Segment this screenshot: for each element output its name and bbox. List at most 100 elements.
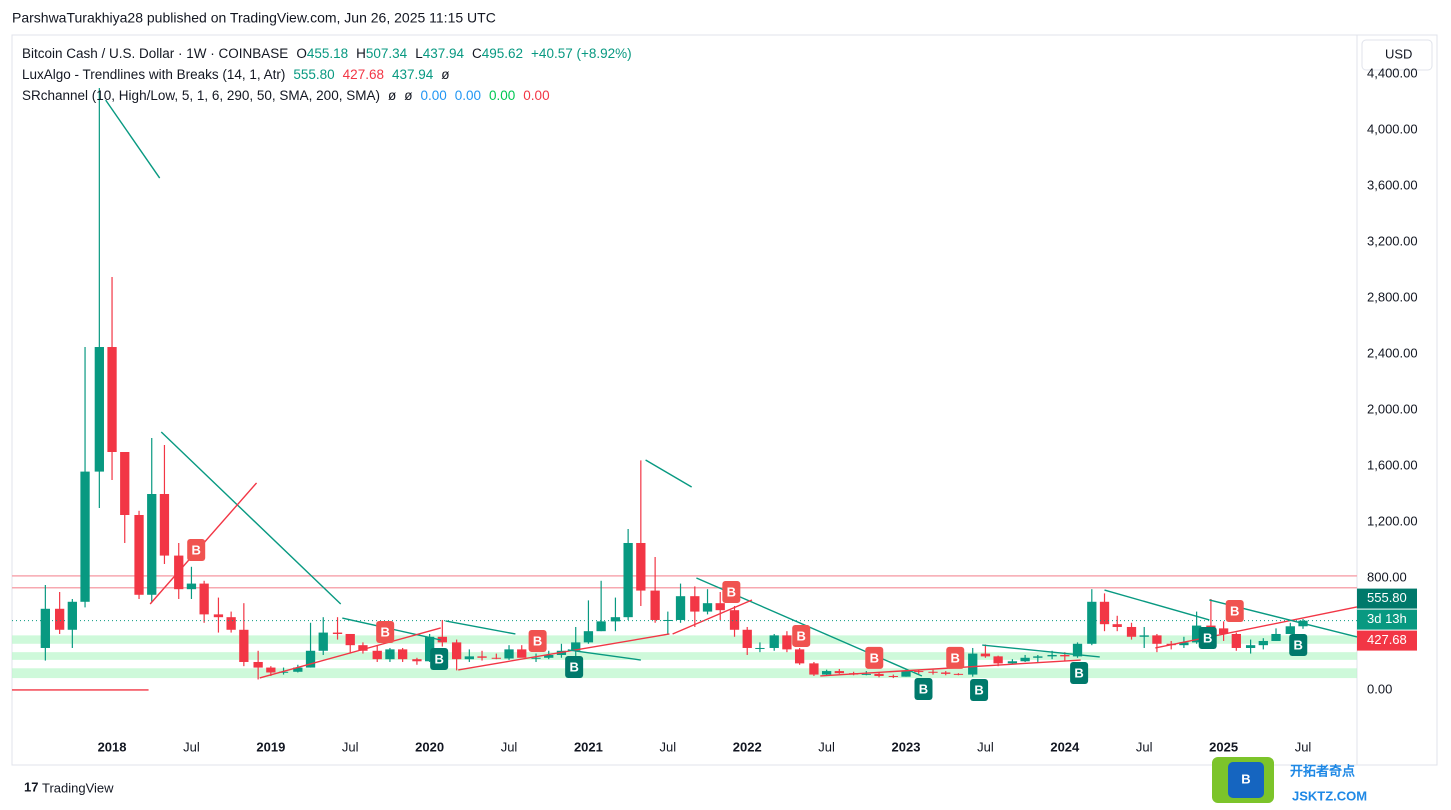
candle-body [769, 635, 779, 648]
break-label-bg [722, 580, 741, 603]
trendline [160, 431, 342, 605]
candle-body [107, 347, 117, 453]
chart-frame [11, 34, 1438, 766]
trendline [672, 599, 753, 635]
y-tick-label: 4,000.00 [1367, 121, 1418, 136]
candle-body [1231, 633, 1241, 648]
candle-body [345, 633, 355, 646]
trendline [259, 627, 441, 679]
legend-row: SRchannel (10, High/Low, 5, 1, 6, 290, 5… [22, 88, 550, 103]
candle-body [953, 673, 964, 675]
candle-body [715, 603, 725, 611]
candle-body [120, 452, 130, 515]
legend-item: 507.34 [366, 46, 408, 61]
legend-item: ø [441, 67, 449, 82]
break-label: B [1294, 637, 1303, 652]
candle-body [782, 635, 792, 650]
candle-body [1206, 625, 1216, 629]
candle-body [504, 649, 514, 659]
candle-body [226, 617, 236, 630]
trendline [105, 99, 161, 179]
candle-body [385, 649, 395, 660]
legend-item: SRchannel (10, High/Low, 5, 1, 6, 290, 5… [22, 88, 380, 103]
break-label-bg [865, 646, 884, 669]
candle-body [1179, 642, 1189, 646]
price-box [1357, 609, 1417, 630]
candle-body [531, 657, 541, 659]
break-label-bg [1225, 600, 1244, 623]
price-box-label: 555.80 [1367, 590, 1407, 605]
break-label-bg [430, 648, 449, 671]
currency-label[interactable]: USD [1385, 46, 1412, 61]
break-label: B [727, 584, 736, 599]
legend-item: 0.00 [489, 88, 515, 103]
candle-body [702, 603, 713, 612]
break-label: B [434, 651, 443, 666]
candle-body [663, 619, 673, 621]
candle-body [1285, 626, 1295, 634]
break-label: B [1203, 630, 1212, 645]
candle-body [650, 590, 660, 620]
legend-row: Bitcoin Cash / U.S. Dollar · 1W · COINBA… [22, 46, 632, 61]
candle-body [1218, 628, 1229, 634]
candle-body [397, 649, 408, 660]
x-tick-label: 2021 [574, 739, 603, 754]
candle-body [571, 642, 581, 651]
trendline [458, 633, 670, 671]
break-label: B [951, 650, 960, 665]
candle-body [1245, 645, 1256, 648]
break-label: B [1230, 603, 1239, 618]
candle-body [278, 671, 289, 673]
trendline [1104, 589, 1210, 621]
x-tick-label: 2023 [892, 739, 921, 754]
candle-body [332, 632, 343, 634]
trendline [1155, 606, 1358, 649]
brand: TradingView [42, 780, 114, 795]
candle-body [1007, 661, 1018, 664]
x-tick-label: 2022 [733, 739, 762, 754]
x-tick-label: Jul [1136, 739, 1153, 754]
legend-item: L [415, 46, 423, 61]
x-tick-label: 2025 [1209, 739, 1238, 754]
y-tick-label: 2,400.00 [1367, 345, 1418, 360]
y-tick-label: 0.00 [1367, 681, 1392, 696]
break-label-bg [1289, 634, 1308, 657]
candle-body [372, 650, 382, 660]
candle-body [888, 675, 898, 677]
candle-body [318, 632, 328, 651]
watermark-logo-inner [1228, 762, 1264, 798]
break-label: B [974, 682, 983, 697]
x-tick-label: Jul [818, 739, 835, 754]
candle-body [1152, 635, 1162, 644]
candle-body [305, 650, 316, 668]
watermark-text: 开拓者奇点 [1290, 763, 1355, 778]
candle-body [451, 642, 462, 660]
candle-body [583, 631, 594, 643]
price-box [1357, 630, 1417, 651]
currency-button[interactable] [1361, 39, 1433, 71]
price-box-label: 427.68 [1367, 632, 1407, 647]
break-label-bg [528, 629, 547, 652]
break-label-bg [792, 624, 811, 647]
candle-body [861, 673, 871, 675]
candle-body [1271, 633, 1281, 641]
candle-body [755, 647, 765, 649]
candle-body [159, 493, 170, 556]
candle-body [1112, 624, 1122, 627]
legend-item: ø [388, 88, 396, 103]
candle-body [54, 608, 65, 630]
x-tick-label: Jul [977, 739, 994, 754]
candle-body [1139, 635, 1149, 637]
break-label-bg [1070, 662, 1089, 685]
x-tick-label: 2018 [98, 739, 127, 754]
candle-body [809, 663, 819, 675]
trendline [982, 644, 1100, 658]
watermark-sub: JSKTZ.COM [1292, 788, 1367, 803]
break-label: B [870, 650, 879, 665]
y-tick-label: 1,200.00 [1367, 513, 1418, 528]
y-tick-label: 1,600.00 [1367, 457, 1418, 472]
candle-body [729, 610, 740, 630]
candle-body [94, 347, 104, 472]
candle-body [186, 583, 197, 590]
candle-body [901, 671, 911, 677]
